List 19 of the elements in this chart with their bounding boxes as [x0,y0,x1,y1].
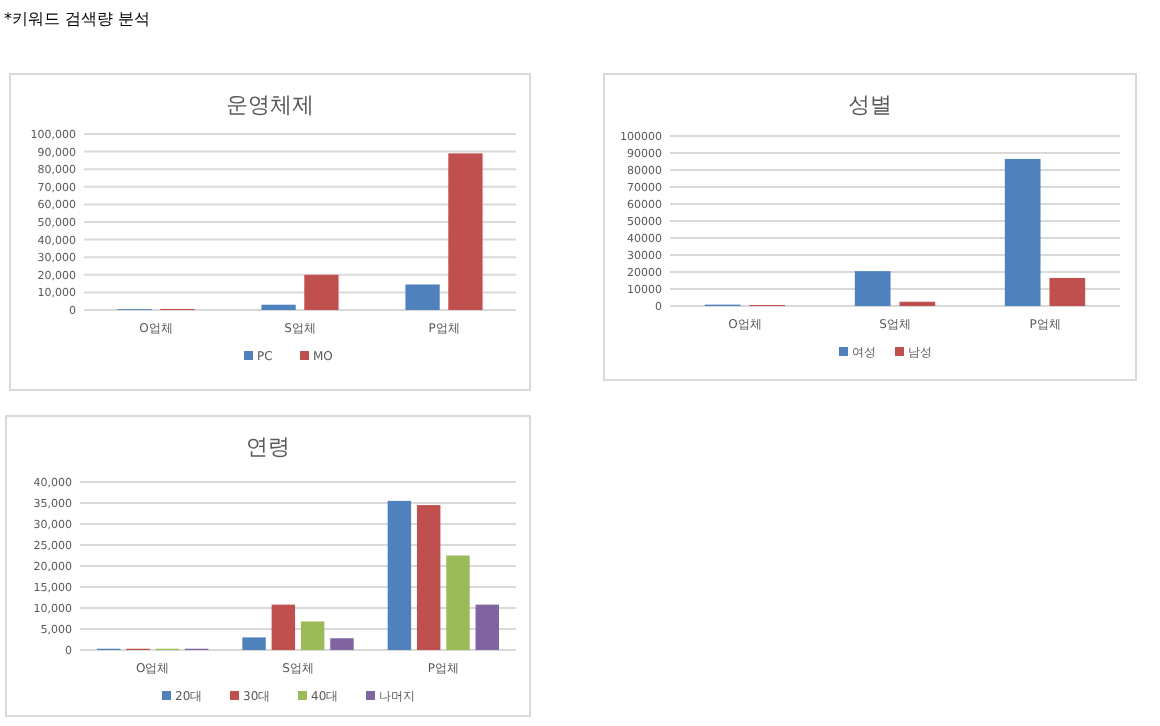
text: *키워드 검색량 분석 [4,10,151,28]
bar [416,505,441,650]
bar [446,555,470,650]
bar [242,637,266,650]
chart-title: 성별 [848,92,892,118]
chart-title: 연령 [246,434,290,460]
bar [854,271,891,306]
bar [405,284,440,310]
chart-title: 운영체제 [226,92,314,118]
bar [387,500,412,650]
bar [304,274,339,310]
bar [271,604,296,650]
bar [300,621,325,650]
bar [475,604,499,650]
bar [1049,277,1086,306]
bar [261,304,296,310]
bar [448,153,483,310]
bar [330,638,354,650]
bar [1004,158,1041,306]
